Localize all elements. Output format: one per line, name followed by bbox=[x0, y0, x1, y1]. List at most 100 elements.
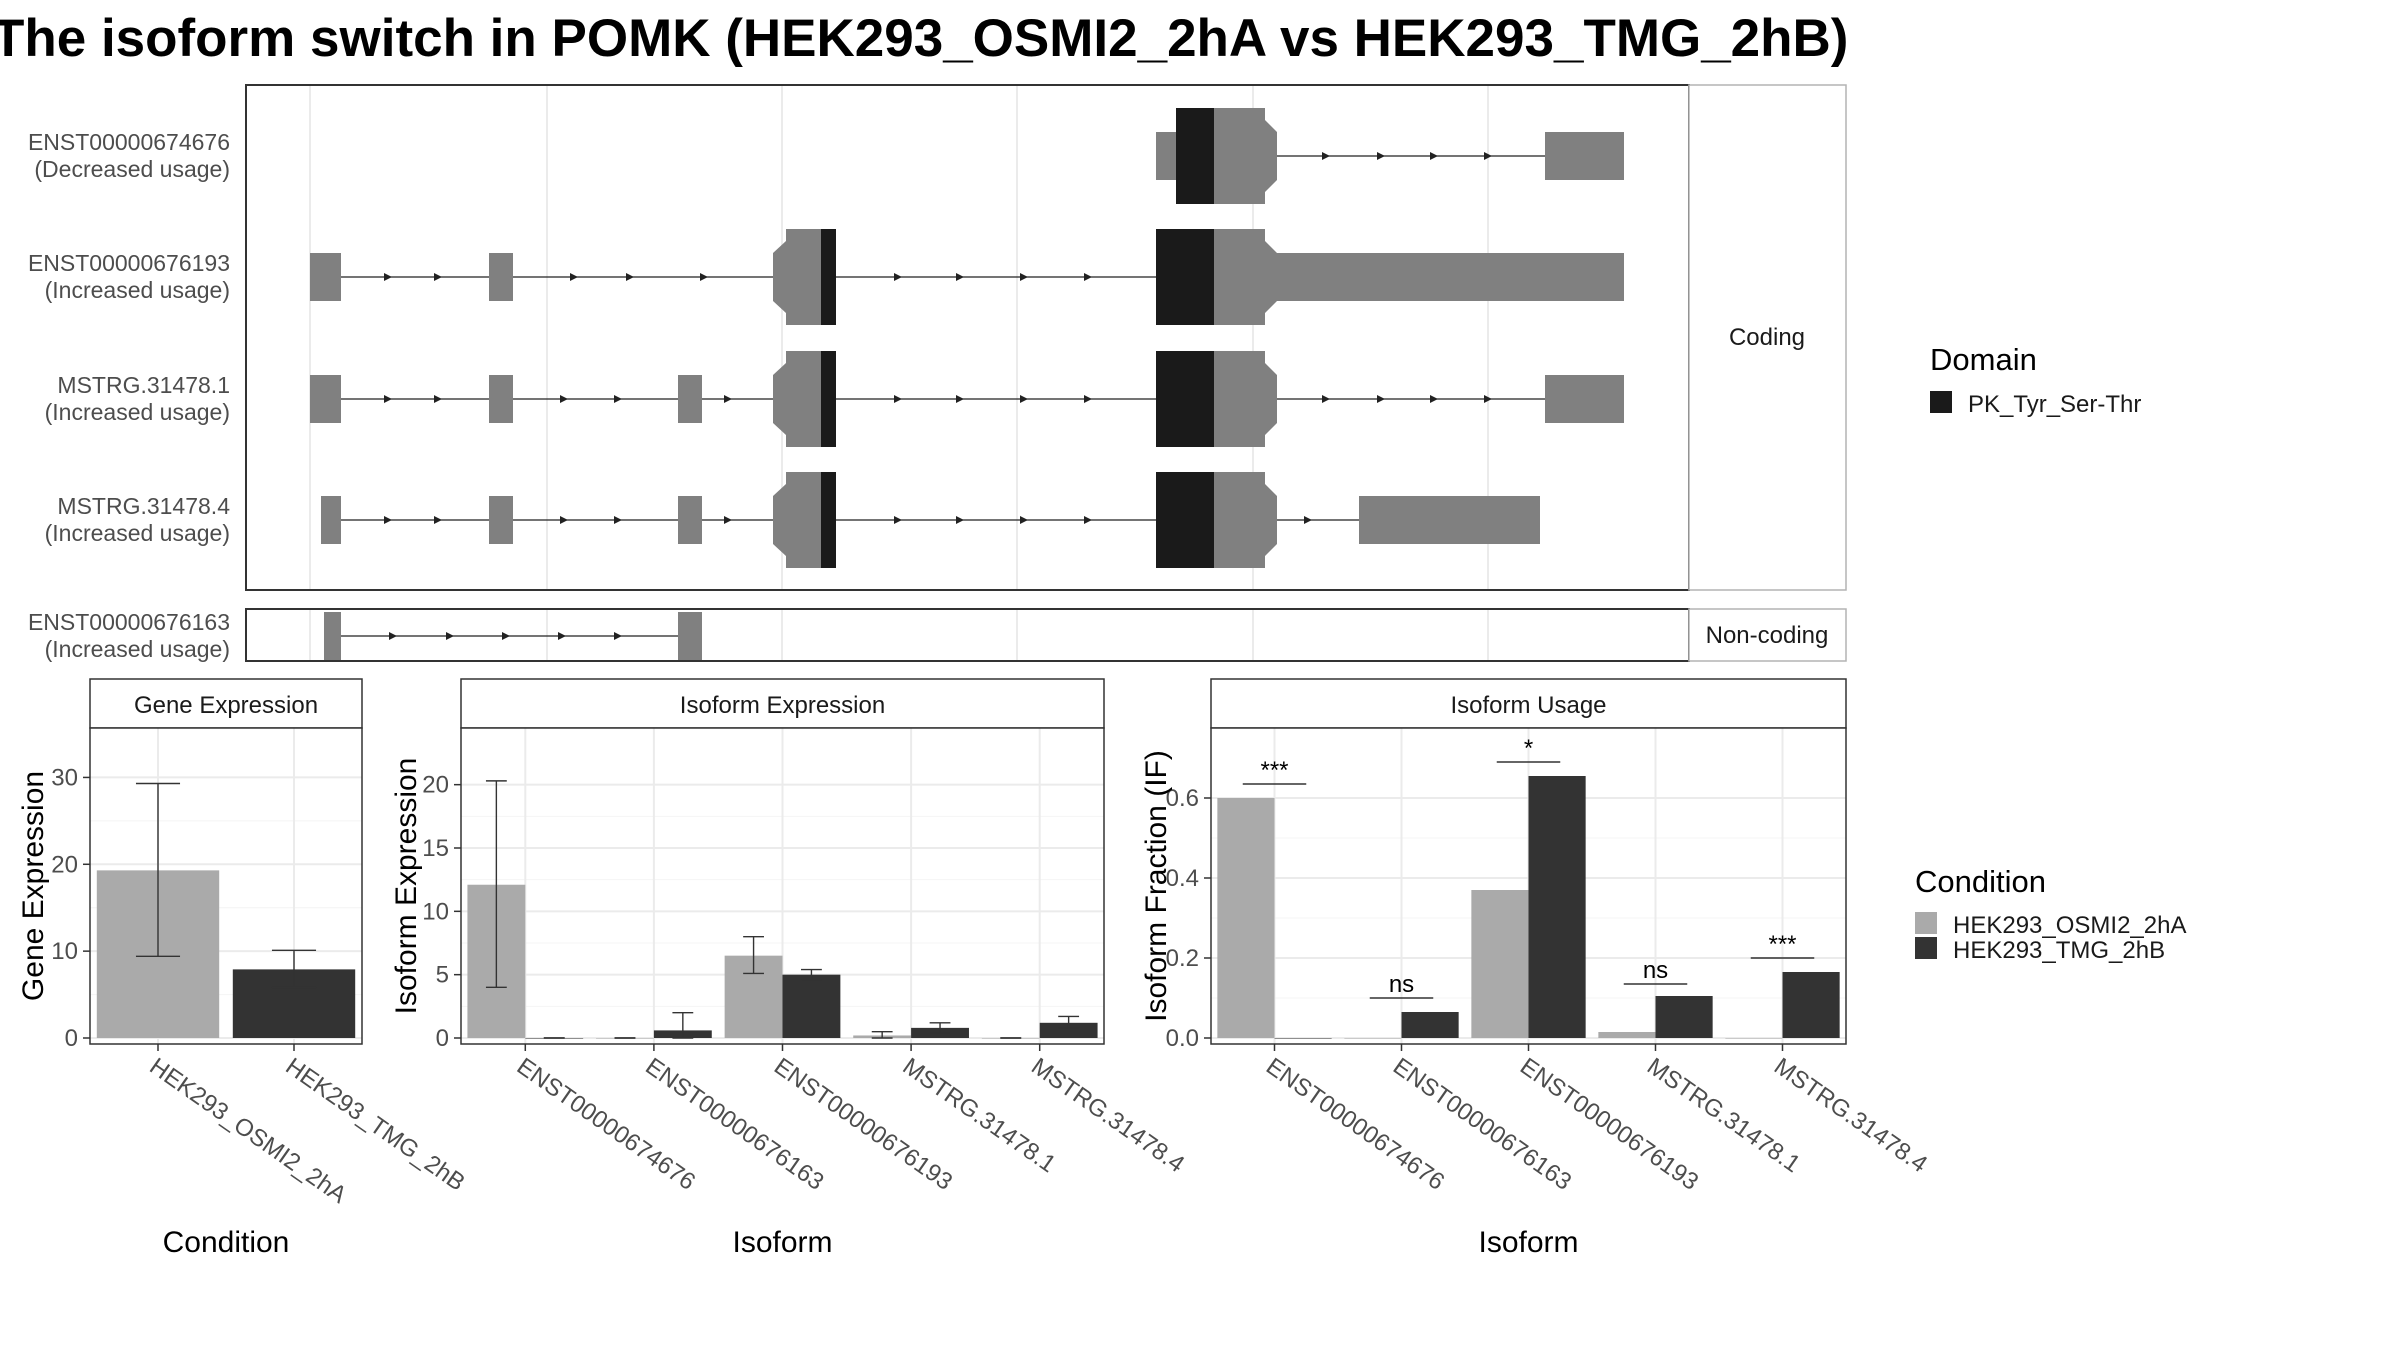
coding-exon bbox=[773, 351, 823, 447]
significance-label: ns bbox=[1643, 957, 1668, 984]
domain-segment bbox=[821, 351, 836, 447]
domain-legend-title: Domain bbox=[1930, 342, 2037, 377]
strand-arrow bbox=[1020, 516, 1028, 524]
strand-arrow bbox=[1020, 395, 1028, 403]
noncoding-exon bbox=[324, 612, 341, 660]
transcript-id-label: MSTRG.31478.4 bbox=[57, 493, 230, 519]
strand-arrow bbox=[1304, 516, 1312, 524]
bar bbox=[1217, 798, 1275, 1038]
strand-arrow bbox=[1484, 152, 1492, 160]
strand-arrow bbox=[384, 395, 392, 403]
strand-arrow bbox=[956, 273, 964, 281]
figure-title: The isoform switch in POMK (HEK293_OSMI2… bbox=[0, 9, 1848, 68]
utr-exon bbox=[1545, 375, 1624, 423]
utr-exon bbox=[321, 496, 341, 544]
panel-strip bbox=[89, 678, 363, 729]
x-axis-title: Isoform bbox=[1478, 1226, 1578, 1259]
coding-strip bbox=[1688, 84, 1847, 591]
bar bbox=[1471, 890, 1529, 1038]
y-tick-label: 5 bbox=[436, 962, 449, 989]
coding-exon bbox=[1214, 351, 1277, 447]
transcript-id-label: MSTRG.31478.1 bbox=[57, 372, 230, 398]
utr-exon bbox=[1545, 132, 1624, 180]
strand-arrow bbox=[1430, 395, 1438, 403]
strand-arrow bbox=[1322, 395, 1330, 403]
bar bbox=[1782, 972, 1840, 1038]
bar-panels: Gene ExpressionHEK293_OSMI2_2hAHEK293_TM… bbox=[17, 678, 1932, 1259]
y-axis-title: Isoform Fraction (IF) bbox=[1140, 750, 1173, 1022]
noncoding-exon bbox=[678, 612, 702, 660]
transcript-usage-label: (Decreased usage) bbox=[34, 156, 230, 182]
domain-legend-swatch bbox=[1930, 391, 1952, 413]
transcript-track bbox=[324, 612, 702, 660]
domain-segment bbox=[821, 472, 836, 568]
transcript-labels: ENST00000674676(Decreased usage) ENST0000… bbox=[28, 129, 230, 662]
y-axis-title: Isoform Expression bbox=[390, 758, 423, 1015]
bar bbox=[1274, 1038, 1332, 1039]
bar bbox=[1401, 1012, 1459, 1038]
coding-exon bbox=[773, 472, 823, 568]
domain-segment bbox=[1156, 472, 1214, 568]
strand-arrow bbox=[724, 395, 732, 403]
noncoding-strip-label: Non-coding bbox=[1706, 622, 1829, 649]
transcript-usage-label: (Increased usage) bbox=[45, 520, 230, 546]
bar bbox=[1655, 996, 1713, 1038]
bar bbox=[1528, 776, 1586, 1038]
y-tick-label: 0.4 bbox=[1166, 865, 1199, 892]
significance-label: *** bbox=[1768, 931, 1796, 958]
y-tick-label: 0.0 bbox=[1166, 1025, 1199, 1052]
strand-arrow bbox=[724, 516, 732, 524]
transcript-track bbox=[321, 472, 1540, 568]
strand-arrow bbox=[1084, 395, 1092, 403]
strand-arrow bbox=[384, 516, 392, 524]
bar-panel: Isoform Usage***ENST00000674676nsENST000… bbox=[1140, 678, 1932, 1259]
utr-exon bbox=[310, 375, 341, 423]
utr-exon bbox=[678, 375, 702, 423]
strand-arrow bbox=[1377, 395, 1385, 403]
strand-arrow bbox=[700, 273, 708, 281]
y-tick-label: 15 bbox=[422, 835, 449, 862]
y-tick-label: 20 bbox=[422, 772, 449, 799]
strand-arrow bbox=[434, 395, 442, 403]
utr-exon bbox=[489, 496, 513, 544]
x-axis-title: Condition bbox=[163, 1226, 290, 1259]
y-tick-label: 0.6 bbox=[1166, 785, 1199, 812]
utr-exon bbox=[1156, 132, 1176, 180]
bar bbox=[1725, 1038, 1783, 1039]
strand-arrow bbox=[434, 516, 442, 524]
strand-arrow bbox=[1084, 273, 1092, 281]
utr-exon bbox=[1359, 496, 1540, 544]
utr-exon bbox=[310, 253, 341, 301]
strand-arrow bbox=[1430, 152, 1438, 160]
strand-arrow bbox=[894, 273, 902, 281]
domain-segment bbox=[1176, 108, 1214, 204]
panel-strip-title: Gene Expression bbox=[134, 692, 318, 719]
strand-arrow bbox=[570, 273, 578, 281]
y-tick-label: 10 bbox=[51, 938, 78, 965]
y-tick-label: 0.2 bbox=[1166, 945, 1199, 972]
strand-arrow bbox=[894, 516, 902, 524]
condition-legend: Condition HEK293_OSMI2_2hA HEK293_TMG_2h… bbox=[1915, 864, 2186, 964]
strand-arrow bbox=[1084, 516, 1092, 524]
structure-panel: Coding Non-coding ENST00000674676(Decrea… bbox=[28, 84, 1847, 662]
coding-exon bbox=[1214, 229, 1277, 325]
condition-legend-label-b: HEK293_TMG_2hB bbox=[1953, 937, 2165, 964]
domain-segment bbox=[821, 229, 836, 325]
domain-legend: Domain PK_Tyr_Ser-Thr bbox=[1930, 342, 2141, 418]
y-tick-label: 30 bbox=[51, 764, 78, 791]
strand-arrow bbox=[558, 632, 566, 640]
condition-legend-title: Condition bbox=[1915, 864, 2046, 899]
transcript-id-label: ENST00000676163 bbox=[28, 609, 230, 635]
strand-arrow bbox=[446, 632, 454, 640]
strand-arrow bbox=[384, 273, 392, 281]
transcript-track bbox=[310, 229, 1624, 325]
bar bbox=[782, 974, 841, 1038]
x-axis-title: Isoform bbox=[732, 1226, 832, 1259]
y-tick-label: 10 bbox=[422, 898, 449, 925]
utr-exon bbox=[1265, 253, 1624, 301]
bar bbox=[1598, 1032, 1656, 1038]
bar bbox=[1344, 1038, 1402, 1039]
condition-legend-swatch-b bbox=[1915, 937, 1937, 959]
transcript-id-label: ENST00000676193 bbox=[28, 250, 230, 276]
